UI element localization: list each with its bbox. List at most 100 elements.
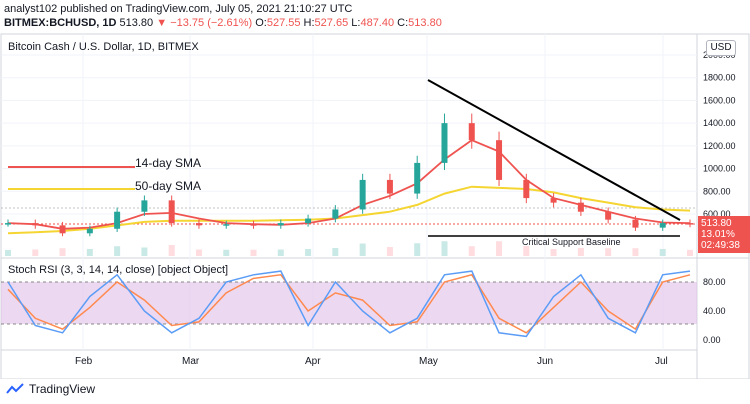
chart-svg[interactable]: 600.00 800.00 1000.00 1200.00 1400.00 1600.00… [0,33,750,379]
candle-body [59,225,66,234]
stoch-k-line [7,270,691,338]
last-price: 513.80 [119,17,154,29]
candle-body [305,218,312,224]
sma14-line [7,139,691,230]
y-tick-label: 1800.00 [703,73,736,83]
candle-body [277,223,284,226]
candle-body [114,211,121,229]
support-label: Critical Support Baseline [522,237,621,247]
close-label: C: [397,17,409,29]
candle-body [632,219,639,228]
volume-bar [168,245,175,256]
volume-bar [605,248,612,256]
high-value: 527.65 [314,17,349,29]
candle-body [195,223,202,226]
price-tag-price: 513.80 [701,218,732,229]
volume-bar [32,249,39,256]
candle-body [523,179,530,199]
volume-bar [141,247,148,256]
candle-body [86,228,93,234]
y-tick-label: 800.00 [703,186,731,196]
volume-bar [277,249,284,256]
publish-line: analyst102 published on TradingView.com,… [4,3,353,15]
volume-bar [659,249,666,256]
change-value: −13.75 (−2.61%) [170,17,253,29]
x-tick-label: Jun [537,356,553,367]
volume-bar [223,249,230,256]
candle-body [32,223,39,226]
candle-body [332,209,339,219]
volume-bar [468,246,475,256]
candle-body [5,223,11,225]
rsi-title: Stoch RSI (3, 3, 14, 14, close) [object … [8,264,229,276]
y-tick-label: 1200.00 [703,141,736,151]
y-tick-label: 600.00 [703,209,731,219]
candle-body [359,179,366,210]
currency-button[interactable]: USD [706,40,736,56]
chart-header: analyst102 published on TradingView.com,… [4,2,442,30]
candle-body [496,140,503,180]
volume-bar [550,249,557,256]
change-arrow: ▼ [156,17,168,29]
x-tick-label: May [419,356,438,367]
candle-body [687,223,693,225]
open-label: O: [255,17,267,29]
high-label: H: [303,17,315,29]
rsi-band [1,282,697,324]
x-tick-label: Apr [305,356,321,367]
volume-bars [5,241,693,256]
candle-body [550,198,557,203]
volume-bar [359,243,366,256]
volume-bar [305,249,312,256]
low-label: L: [351,17,361,29]
volume-bar [332,248,339,256]
volume-bar [5,250,11,256]
sma50-annotation: 50-day SMA [135,179,201,193]
candle-body [141,200,148,212]
candle-body [605,211,612,220]
volume-bar [114,246,121,256]
volume-bar [195,249,202,256]
descending-trendline [427,79,681,221]
tradingview-logo-icon [6,383,24,394]
rsi-tick-label: 80.00 [703,277,726,287]
price-tag: 513.80 13.01% 02:49:38 [698,216,750,253]
candle-body [250,224,257,226]
sma14-annotation: 14-day SMA [135,156,201,170]
close-value: 513.80 [408,17,442,29]
chart-title: Bitcoin Cash / U.S. Dollar, 1D, BITMEX [8,41,199,53]
open-value: 527.55 [266,17,301,29]
volume-bar [441,241,448,256]
volume-bar [577,248,584,256]
volume-bar [386,247,393,256]
candle-body [441,123,448,163]
rsi-tick-label: 0.00 [703,335,721,345]
volume-bar [86,249,93,256]
candle-body [386,179,393,194]
volume-bar [414,243,421,256]
volume-bar [496,241,503,256]
price-tag-timer: 02:49:38 [701,240,740,251]
y-tick-label: 1000.00 [703,164,736,174]
volume-bar [523,246,530,256]
candle-body [414,162,421,194]
candle-body [577,202,584,212]
rsi-tick-label: 40.00 [703,306,726,316]
footer-brand[interactable]: TradingView [6,382,95,396]
candle-body [659,223,666,228]
candle-body [168,200,175,224]
price-axis: 600.00 800.00 1000.00 1200.00 1400.00 1600.00… [703,50,736,219]
symbol-label: BITMEX:BCHUSD, 1D [4,17,117,29]
rsi-axis: 0.00 40.00 80.00 [703,277,726,345]
y-tick-label: 1400.00 [703,118,736,128]
volume-bar [687,249,693,256]
volume-bar [632,248,639,256]
price-tag-pct: 13.01% [701,229,735,240]
candles [5,113,693,237]
brand-label: TradingView [29,382,96,396]
x-tick-label: Feb [75,356,93,367]
sma50-line [7,185,691,235]
candle-body [223,224,230,226]
x-tick-label: Jul [655,356,668,367]
volume-bar [250,249,257,256]
